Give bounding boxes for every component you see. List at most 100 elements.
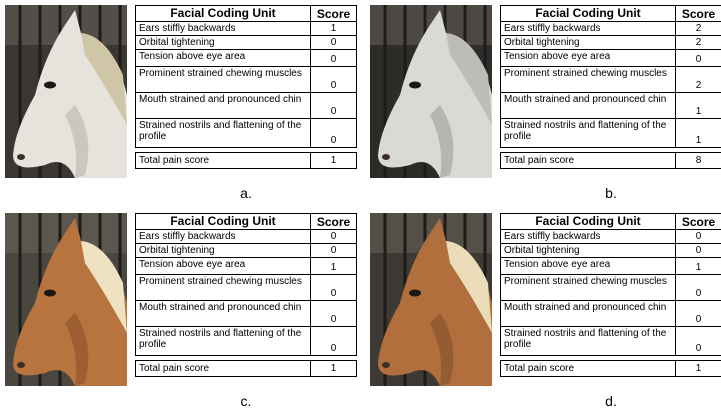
total-label: Total pain score xyxy=(136,361,311,376)
total-box: Total pain score 1 xyxy=(500,360,721,377)
table-row: Mouth strained and pronounced chin 0 xyxy=(136,300,356,326)
coding-unit: Tension above eye area xyxy=(501,258,676,274)
coding-unit: Prominent strained chewing muscles xyxy=(136,67,311,92)
score: 1 xyxy=(330,23,337,34)
panel-label: b. xyxy=(605,185,617,201)
score: 0 xyxy=(330,314,337,325)
table-row: Orbital tightening 0 xyxy=(136,35,356,49)
coding-unit: Ears stiffly backwards xyxy=(136,230,311,243)
panel: Facial Coding Unit Score Ears stiffly back… xyxy=(5,213,365,412)
header-cell: Score xyxy=(316,6,351,21)
coding-unit: Tension above eye area xyxy=(501,50,676,66)
coding-unit: Mouth strained and pronounced chin xyxy=(501,301,676,326)
coding-unit: Mouth strained and pronounced chin xyxy=(501,93,676,118)
total-label: Total pain score xyxy=(136,153,311,168)
score: 0 xyxy=(695,343,702,354)
total-score: 1 xyxy=(330,154,337,166)
table-row: Prominent strained chewing muscles 0 xyxy=(136,66,356,92)
coding-unit: Mouth strained and pronounced chin xyxy=(136,93,311,118)
total-row: Total pain score 8 xyxy=(501,153,721,168)
horse-photo xyxy=(370,5,492,178)
table-row: Strained nostrils and flattening of the … xyxy=(136,118,356,147)
score: 0 xyxy=(330,231,337,242)
table-row: Ears stiffly backwards 0 xyxy=(501,229,721,243)
horse-photo xyxy=(5,213,127,386)
table-row: Mouth strained and pronounced chin 0 xyxy=(501,300,721,326)
score: 0 xyxy=(330,288,337,299)
coding-unit: Strained nostrils and flattening of the … xyxy=(136,327,311,355)
header-cell: Facial Coding Unit xyxy=(136,214,311,229)
score: 2 xyxy=(695,23,702,34)
table-row: Mouth strained and pronounced chin 1 xyxy=(501,92,721,118)
coding-unit: Orbital tightening xyxy=(136,36,311,49)
score: 0 xyxy=(330,37,337,48)
header-row: Facial Coding Unit Score xyxy=(501,6,721,21)
header-cell: Facial Coding Unit xyxy=(501,214,676,229)
table-row: Prominent strained chewing muscles 0 xyxy=(136,274,356,300)
coding-unit: Ears stiffly backwards xyxy=(501,230,676,243)
total-label: Total pain score xyxy=(501,361,676,376)
coding-unit: Strained nostrils and flattening of the … xyxy=(501,327,676,355)
table-row: Mouth strained and pronounced chin 0 xyxy=(136,92,356,118)
table-body: Facial Coding Unit Score Ears stiffly back… xyxy=(500,5,721,148)
coding-unit: Prominent strained chewing muscles xyxy=(136,275,311,300)
score: 0 xyxy=(330,135,337,146)
table-body: Facial Coding Unit Score Ears stiffly back… xyxy=(500,213,721,356)
score: 0 xyxy=(330,54,337,65)
table-row: Ears stiffly backwards 0 xyxy=(136,229,356,243)
total-row: Total pain score 1 xyxy=(136,153,356,168)
total-score: 8 xyxy=(695,154,702,166)
table-row: Orbital tightening 0 xyxy=(136,243,356,257)
total-box: Total pain score 1 xyxy=(135,360,357,377)
total-label: Total pain score xyxy=(501,153,676,168)
score: 0 xyxy=(330,343,337,354)
panel: Facial Coding Unit Score Ears stiffly back… xyxy=(370,5,721,210)
table-row: Tension above eye area 1 xyxy=(136,257,356,274)
score: 1 xyxy=(695,106,702,117)
table-row: Orbital tightening 2 xyxy=(501,35,721,49)
header-row: Facial Coding Unit Score xyxy=(136,214,356,229)
header-cell: Score xyxy=(681,214,716,229)
score: 0 xyxy=(330,80,337,91)
score: 0 xyxy=(695,314,702,325)
panel-label: c. xyxy=(240,393,252,409)
table-row: Tension above eye area 1 xyxy=(501,257,721,274)
total-box: Total pain score 1 xyxy=(135,152,357,169)
header-row: Facial Coding Unit Score xyxy=(136,6,356,21)
header-cell: Score xyxy=(316,214,351,229)
score: 0 xyxy=(695,245,702,256)
table-body: Facial Coding Unit Score Ears stiffly back… xyxy=(135,213,357,356)
header-cell: Facial Coding Unit xyxy=(136,6,311,21)
score: 2 xyxy=(695,80,702,91)
table-row: Strained nostrils and flattening of the … xyxy=(501,326,721,355)
table: Facial Coding Unit Score Ears stiffly back… xyxy=(500,213,721,377)
coding-unit: Tension above eye area xyxy=(136,50,311,66)
total-score: 1 xyxy=(330,362,337,374)
table-row: Prominent strained chewing muscles 0 xyxy=(501,274,721,300)
score: 0 xyxy=(695,288,702,299)
score: 0 xyxy=(695,54,702,65)
coding-unit: Strained nostrils and flattening of the … xyxy=(501,119,676,147)
score: 0 xyxy=(330,106,337,117)
header-cell: Facial Coding Unit xyxy=(501,6,676,21)
score: 1 xyxy=(695,262,702,273)
score: 1 xyxy=(695,135,702,146)
panel: Facial Coding Unit Score Ears stiffly back… xyxy=(370,213,721,412)
table-row: Tension above eye area 0 xyxy=(136,49,356,66)
panel: Facial Coding Unit Score Ears stiffly back… xyxy=(5,5,365,210)
table-row: Tension above eye area 0 xyxy=(501,49,721,66)
score: 2 xyxy=(695,37,702,48)
coding-unit: Mouth strained and pronounced chin xyxy=(136,301,311,326)
coding-unit: Tension above eye area xyxy=(136,258,311,274)
score: 1 xyxy=(330,262,337,273)
coding-unit: Orbital tightening xyxy=(501,244,676,257)
coding-unit: Prominent strained chewing muscles xyxy=(501,67,676,92)
header-cell: Score xyxy=(681,6,716,21)
coding-unit: Orbital tightening xyxy=(136,244,311,257)
table-row: Orbital tightening 0 xyxy=(501,243,721,257)
panel-label: a. xyxy=(240,185,252,201)
score: 0 xyxy=(695,231,702,242)
total-row: Total pain score 1 xyxy=(136,361,356,376)
score: 0 xyxy=(330,245,337,256)
